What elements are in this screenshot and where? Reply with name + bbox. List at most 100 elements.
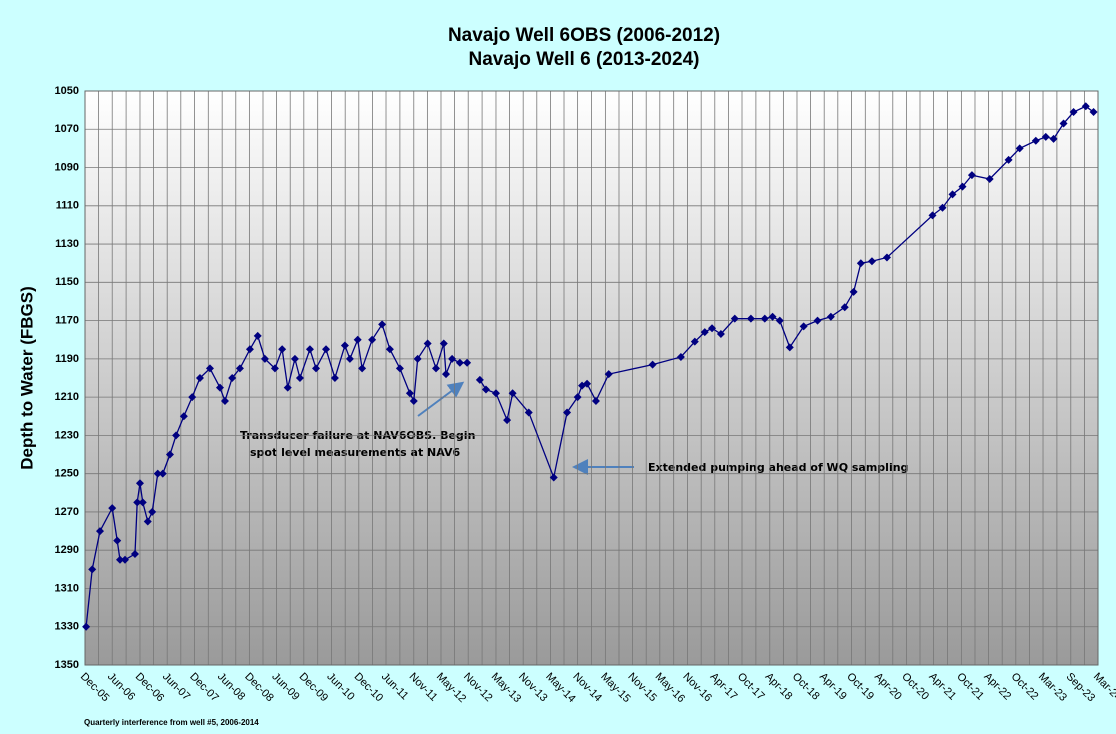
data-point	[840, 303, 849, 312]
data-point	[1089, 108, 1098, 117]
x-tick-label: Nov-13	[516, 671, 550, 705]
data-point	[188, 393, 197, 402]
data-point	[179, 412, 188, 421]
x-tick-label: Nov-11	[407, 671, 440, 704]
data-point	[481, 385, 490, 394]
data-point	[423, 339, 432, 348]
data-point	[431, 364, 440, 373]
y-tick-label: 1150	[55, 276, 79, 288]
data-point	[330, 374, 339, 382]
chart-title: Navajo Well 6OBS (2006-2012)	[448, 25, 720, 46]
x-tick-label: Nov-12	[461, 671, 495, 705]
data-point	[549, 473, 558, 482]
data-point	[95, 527, 104, 536]
data-point	[312, 364, 321, 373]
data-point	[82, 622, 91, 631]
data-point	[1059, 119, 1068, 128]
x-tick-label: Dec-07	[187, 671, 221, 705]
data-point	[928, 211, 937, 220]
footnote: Quarterly interference from well #5, 200…	[84, 718, 259, 727]
data-point	[708, 324, 717, 333]
data-point	[1069, 108, 1078, 117]
data-point	[583, 379, 592, 388]
annotation: spot level measurements at NAV6	[250, 446, 461, 459]
x-tick-label: Mar-24	[1091, 671, 1116, 704]
x-tick-label: Apr-17	[708, 671, 740, 703]
y-tick-label: 1310	[55, 582, 79, 594]
x-tick-label: Mar-23	[1036, 671, 1069, 704]
data-point	[228, 374, 237, 382]
data-point	[295, 374, 304, 382]
y-tick-label: 1070	[55, 123, 79, 135]
data-point	[826, 312, 835, 321]
data-point	[775, 316, 784, 325]
y-tick-label: 1170	[55, 315, 79, 327]
data-point	[491, 389, 500, 398]
data-point	[730, 314, 739, 323]
data-point	[746, 314, 755, 323]
data-point	[205, 364, 214, 373]
data-point	[108, 504, 117, 513]
data-point	[849, 287, 858, 296]
y-axis-label: Depth to Water (FBGS)	[17, 286, 36, 470]
data-point	[130, 550, 139, 559]
data-point	[138, 498, 147, 507]
data-point	[153, 469, 162, 478]
x-tick-label: Jun-07	[160, 671, 192, 703]
x-tick-label: Apr-19	[817, 671, 849, 703]
data-point	[148, 507, 157, 516]
data-point	[305, 345, 314, 354]
y-tick-label: 1250	[55, 468, 79, 480]
data-point	[215, 383, 224, 392]
x-tick-label: Nov-15	[625, 671, 659, 705]
data-point	[591, 396, 600, 405]
data-point	[882, 253, 891, 262]
x-tick-label: Oct-21	[954, 671, 986, 703]
data-point	[948, 190, 957, 199]
x-tick-label: Apr-21	[926, 671, 958, 703]
data-point	[768, 312, 777, 321]
x-tick-label: Jun-09	[269, 671, 301, 703]
data-point	[455, 358, 464, 367]
data-point	[345, 354, 354, 363]
data-point	[700, 328, 709, 337]
data-point	[113, 536, 122, 545]
data-point	[1081, 102, 1090, 111]
data-point	[195, 374, 204, 382]
data-point	[1004, 155, 1013, 164]
data-point	[283, 383, 292, 392]
x-tick-label: Jun-08	[215, 671, 247, 703]
y-tick-label: 1290	[55, 544, 79, 556]
data-point	[270, 364, 279, 373]
x-tick-label: Apr-20	[872, 671, 904, 703]
x-tick-label: Jun-06	[105, 671, 137, 703]
data-point	[690, 337, 699, 346]
data-point	[785, 343, 794, 352]
data-point	[867, 257, 876, 266]
y-tick-label: 1230	[55, 429, 79, 441]
data-point	[958, 182, 967, 191]
data-point	[676, 352, 685, 361]
data-point	[1031, 136, 1040, 145]
data-point	[508, 389, 517, 398]
data-point	[985, 175, 994, 184]
data-point	[88, 565, 97, 574]
data-point	[439, 339, 448, 348]
data-point	[409, 396, 418, 405]
data-point	[448, 354, 457, 363]
data-point	[1015, 144, 1024, 153]
data-point	[573, 393, 582, 402]
data-point	[475, 375, 484, 384]
data-point	[385, 345, 394, 354]
data-point	[115, 555, 124, 564]
data-point	[395, 364, 404, 373]
data-point	[760, 314, 769, 323]
data-point	[716, 329, 725, 338]
data-point	[413, 354, 422, 363]
data-point	[378, 320, 387, 329]
x-tick-label: Oct-20	[899, 671, 931, 703]
data-point	[135, 479, 144, 488]
data-point	[856, 259, 865, 268]
